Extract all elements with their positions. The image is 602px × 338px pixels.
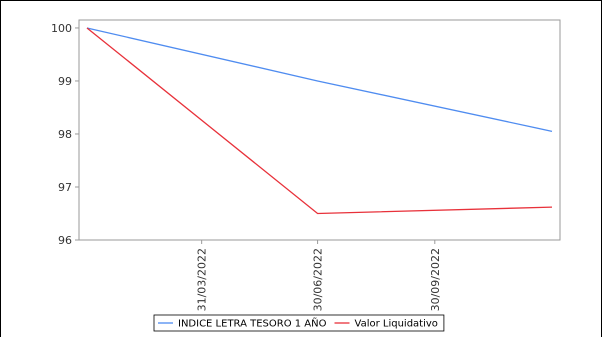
y-tick-label: 100 bbox=[51, 22, 72, 35]
x-tick-label: 31/03/2022 bbox=[196, 248, 209, 311]
y-tick-label: 97 bbox=[58, 181, 72, 194]
legend-label-1: INDICE LETRA TESORO 1 AÑO bbox=[178, 317, 327, 330]
y-tick-label: 99 bbox=[58, 75, 72, 88]
series-layer bbox=[86, 27, 553, 215]
legend: INDICE LETRA TESORO 1 AÑO Valor Liquidati… bbox=[153, 314, 445, 332]
legend-label-2: Valor Liquidativo bbox=[355, 319, 438, 330]
series-line-2 bbox=[86, 27, 553, 215]
y-tick-label: 96 bbox=[58, 234, 72, 247]
series-line-1 bbox=[86, 27, 553, 132]
y-axis: 96 97 98 99 100 bbox=[51, 22, 79, 247]
x-tick-label: 30/06/2022 bbox=[312, 248, 325, 311]
y-tick-label: 98 bbox=[58, 128, 72, 141]
x-axis: 31/03/2022 30/06/2022 30/09/2022 bbox=[196, 240, 442, 311]
legend-box bbox=[153, 314, 445, 332]
plot-area bbox=[78, 19, 561, 241]
x-tick-label: 30/09/2022 bbox=[429, 248, 442, 311]
